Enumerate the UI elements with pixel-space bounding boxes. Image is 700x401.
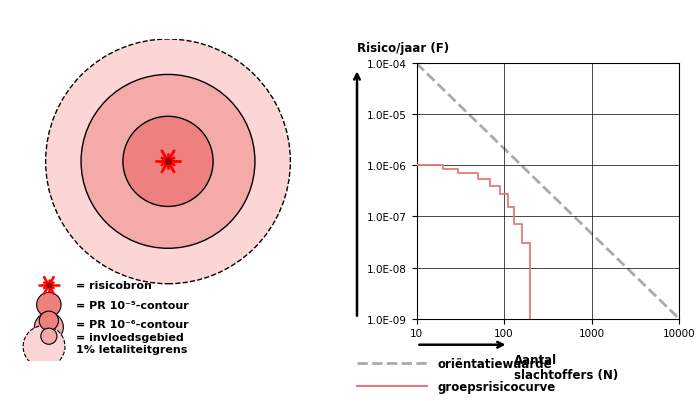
- Circle shape: [36, 293, 61, 317]
- Text: = PR 10⁻⁶-contour: = PR 10⁻⁶-contour: [76, 319, 189, 329]
- Circle shape: [123, 117, 213, 207]
- Circle shape: [41, 328, 57, 344]
- Circle shape: [39, 311, 59, 330]
- Text: = risicobron: = risicobron: [76, 281, 152, 291]
- Text: oriëntatiewaarde: oriëntatiewaarde: [438, 357, 552, 370]
- Text: Aantal
slachtoffers (N): Aantal slachtoffers (N): [514, 353, 618, 381]
- Text: = PR 10⁻⁵-contour: = PR 10⁻⁵-contour: [76, 300, 189, 310]
- Circle shape: [23, 326, 65, 368]
- Text: = invloedsgebied
1% letaliteitgrens: = invloedsgebied 1% letaliteitgrens: [76, 333, 188, 354]
- Text: Risico/jaar (F): Risico/jaar (F): [357, 42, 449, 55]
- Circle shape: [34, 313, 63, 342]
- Circle shape: [46, 40, 290, 284]
- Circle shape: [81, 75, 255, 249]
- Text: groepsrisicocurve: groepsrisicocurve: [438, 380, 556, 393]
